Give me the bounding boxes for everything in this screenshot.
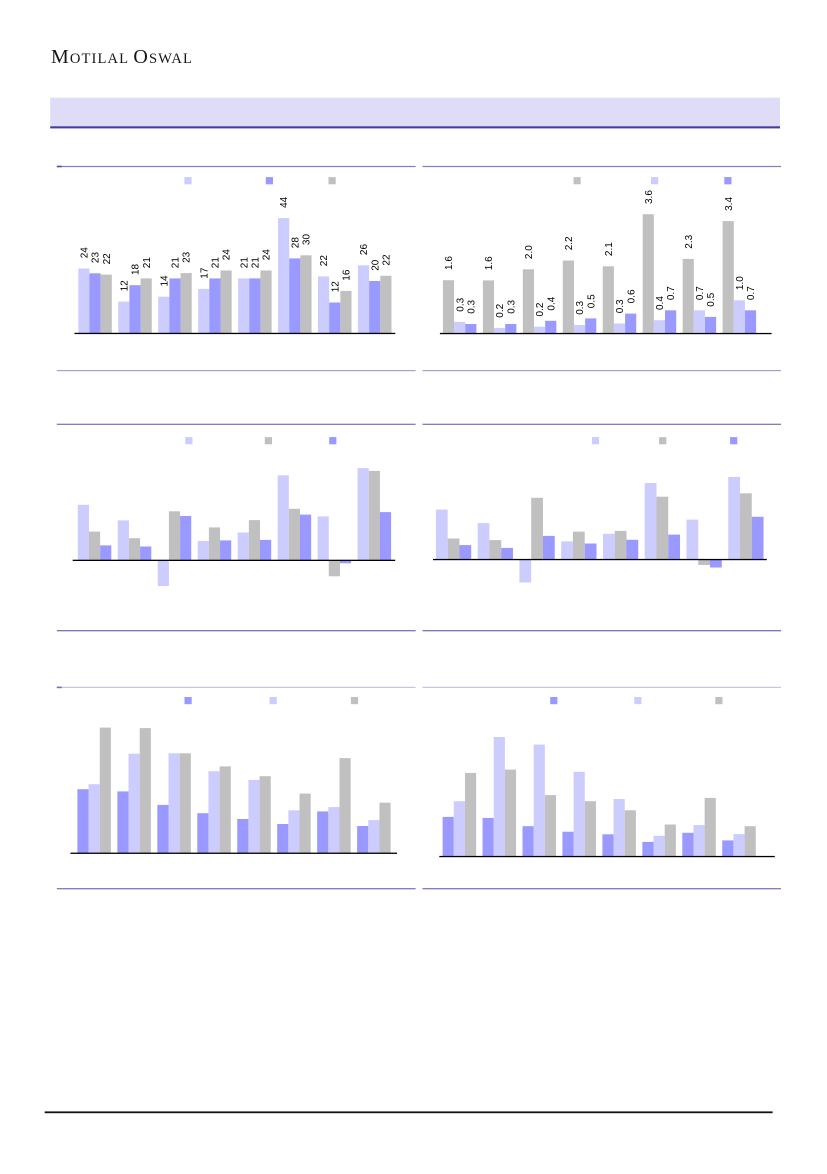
- svg-text:24: 24: [79, 247, 90, 259]
- svg-text:21: 21: [142, 257, 153, 269]
- svg-text:21: 21: [171, 257, 182, 269]
- svg-text:12: 12: [119, 280, 130, 292]
- svg-text:22: 22: [381, 254, 392, 266]
- svg-text:0.6: 0.6: [626, 289, 637, 303]
- svg-text:18: 18: [131, 263, 142, 275]
- svg-text:2.0: 2.0: [524, 245, 535, 259]
- svg-text:22: 22: [102, 253, 113, 265]
- svg-text:0.5: 0.5: [586, 294, 597, 308]
- svg-text:0.7: 0.7: [695, 286, 706, 300]
- svg-text:0.3: 0.3: [466, 299, 477, 313]
- svg-text:26: 26: [359, 244, 370, 256]
- svg-text:1.6: 1.6: [484, 256, 495, 270]
- svg-text:0.2: 0.2: [495, 303, 506, 317]
- svg-text:24: 24: [262, 249, 273, 261]
- svg-text:17: 17: [199, 267, 210, 279]
- svg-text:0.3: 0.3: [455, 297, 466, 311]
- svg-text:MOTILAL OSWAL: MOTILAL OSWAL: [51, 46, 193, 68]
- svg-text:0.4: 0.4: [655, 296, 666, 310]
- svg-text:0.2: 0.2: [535, 302, 546, 316]
- svg-text:21: 21: [239, 257, 250, 269]
- svg-text:21: 21: [250, 257, 261, 269]
- svg-text:3.4: 3.4: [724, 197, 735, 211]
- svg-text:0.7: 0.7: [746, 286, 757, 300]
- svg-text:0.4: 0.4: [546, 296, 557, 310]
- svg-text:16: 16: [342, 269, 353, 281]
- svg-text:3.6: 3.6: [644, 190, 655, 204]
- svg-text:14: 14: [159, 275, 170, 287]
- svg-text:0.5: 0.5: [706, 292, 717, 306]
- svg-text:44: 44: [279, 196, 290, 208]
- svg-text:1.0: 1.0: [735, 276, 746, 290]
- svg-text:23: 23: [91, 252, 102, 264]
- svg-text:21: 21: [211, 257, 222, 269]
- svg-text:20: 20: [370, 259, 381, 271]
- svg-text:1.6: 1.6: [444, 256, 455, 270]
- svg-text:30: 30: [302, 234, 313, 246]
- svg-text:22: 22: [319, 255, 330, 267]
- svg-text:0.3: 0.3: [575, 300, 586, 314]
- svg-text:2.3: 2.3: [684, 234, 695, 248]
- svg-text:0.7: 0.7: [666, 286, 677, 300]
- svg-text:24: 24: [222, 249, 233, 261]
- svg-text:2.1: 2.1: [604, 242, 615, 256]
- svg-text:0.3: 0.3: [615, 299, 626, 313]
- svg-text:12: 12: [330, 281, 341, 293]
- svg-text:23: 23: [182, 251, 193, 263]
- svg-text:2.2: 2.2: [564, 236, 575, 250]
- svg-text:28: 28: [290, 237, 301, 249]
- svg-text:0.3: 0.3: [506, 299, 517, 313]
